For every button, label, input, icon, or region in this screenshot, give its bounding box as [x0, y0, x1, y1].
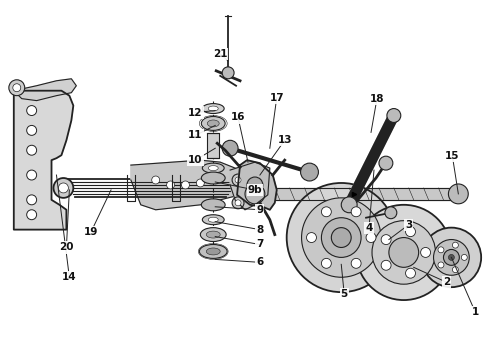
Polygon shape — [237, 160, 277, 210]
Text: 18: 18 — [370, 94, 384, 104]
Text: 8: 8 — [256, 225, 264, 235]
Ellipse shape — [202, 215, 224, 225]
Circle shape — [356, 205, 451, 300]
Polygon shape — [14, 91, 74, 230]
Ellipse shape — [206, 231, 220, 238]
Circle shape — [321, 218, 361, 257]
Text: 6: 6 — [256, 257, 264, 267]
Circle shape — [307, 233, 317, 243]
Circle shape — [167, 181, 174, 189]
Circle shape — [406, 268, 416, 278]
Circle shape — [381, 260, 391, 270]
Ellipse shape — [201, 172, 225, 184]
Text: 4: 4 — [366, 222, 373, 233]
Circle shape — [406, 227, 416, 237]
Circle shape — [235, 200, 241, 206]
Circle shape — [301, 198, 381, 277]
Polygon shape — [131, 160, 240, 210]
Circle shape — [152, 176, 160, 184]
Text: 7: 7 — [256, 239, 264, 249]
Circle shape — [222, 140, 238, 156]
Circle shape — [300, 163, 318, 181]
Circle shape — [13, 84, 21, 92]
Circle shape — [341, 197, 357, 213]
Circle shape — [287, 183, 396, 292]
Ellipse shape — [202, 163, 224, 173]
Circle shape — [379, 156, 393, 170]
Circle shape — [321, 207, 331, 217]
Circle shape — [438, 262, 444, 268]
Ellipse shape — [208, 217, 218, 222]
Circle shape — [247, 177, 263, 193]
Polygon shape — [230, 162, 270, 210]
Circle shape — [385, 207, 397, 219]
Text: 15: 15 — [445, 151, 460, 161]
Circle shape — [181, 181, 190, 189]
Circle shape — [196, 179, 204, 187]
Circle shape — [245, 184, 265, 204]
Circle shape — [26, 170, 37, 180]
Circle shape — [387, 109, 401, 122]
Text: 19: 19 — [84, 226, 98, 237]
Circle shape — [372, 221, 436, 284]
Text: 2: 2 — [443, 277, 450, 287]
Circle shape — [58, 183, 69, 193]
Circle shape — [420, 247, 431, 257]
Ellipse shape — [201, 117, 225, 130]
Text: 21: 21 — [213, 49, 227, 59]
Text: 12: 12 — [188, 108, 203, 117]
Circle shape — [26, 195, 37, 205]
Text: 17: 17 — [270, 93, 284, 103]
Circle shape — [443, 249, 459, 265]
Circle shape — [9, 80, 24, 96]
Circle shape — [448, 184, 468, 204]
Bar — [207, 133, 219, 158]
Circle shape — [53, 178, 74, 198]
Circle shape — [366, 233, 376, 243]
Ellipse shape — [199, 244, 227, 258]
Text: 16: 16 — [231, 112, 245, 122]
Circle shape — [452, 267, 458, 273]
Circle shape — [232, 174, 244, 186]
Circle shape — [331, 228, 351, 247]
Text: 14: 14 — [62, 272, 76, 282]
Text: 20: 20 — [59, 243, 74, 252]
Circle shape — [26, 145, 37, 155]
Circle shape — [461, 255, 467, 260]
Polygon shape — [14, 79, 76, 100]
Ellipse shape — [202, 104, 224, 113]
Text: 3: 3 — [405, 220, 413, 230]
Text: 9: 9 — [256, 205, 264, 215]
Text: 13: 13 — [277, 135, 292, 145]
Circle shape — [222, 67, 234, 79]
Circle shape — [235, 177, 241, 183]
Circle shape — [351, 258, 361, 268]
Circle shape — [26, 105, 37, 116]
Circle shape — [448, 255, 454, 260]
Text: 5: 5 — [341, 289, 348, 299]
Circle shape — [434, 239, 469, 275]
Circle shape — [452, 242, 458, 248]
Circle shape — [351, 207, 361, 217]
Ellipse shape — [200, 228, 226, 242]
Circle shape — [438, 247, 444, 253]
Ellipse shape — [208, 106, 218, 111]
Circle shape — [321, 258, 331, 268]
Circle shape — [232, 197, 244, 209]
Circle shape — [26, 210, 37, 220]
Ellipse shape — [208, 166, 218, 171]
Text: 9b: 9b — [247, 185, 262, 195]
Ellipse shape — [206, 248, 220, 255]
Circle shape — [26, 125, 37, 135]
Ellipse shape — [207, 120, 219, 127]
Text: 1: 1 — [471, 307, 479, 317]
Ellipse shape — [201, 199, 225, 211]
Text: 10: 10 — [188, 155, 203, 165]
Circle shape — [421, 228, 481, 287]
Circle shape — [389, 238, 418, 267]
Circle shape — [381, 235, 391, 244]
Text: 11: 11 — [188, 130, 203, 140]
